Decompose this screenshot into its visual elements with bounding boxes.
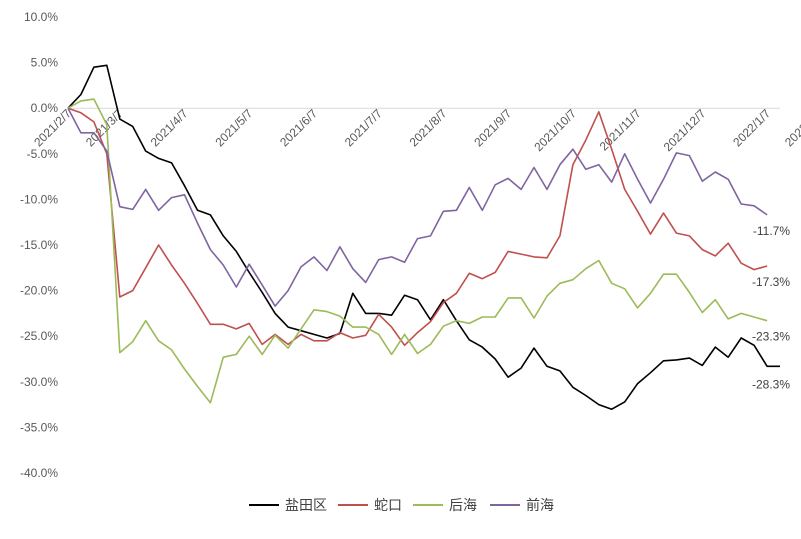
series-line-2 [67, 107, 768, 347]
y-tick-label: -15.0% [20, 238, 58, 252]
legend-label: 盐田区 [285, 497, 327, 513]
y-tick-label: -35.0% [20, 420, 58, 434]
x-tick-label: 2021/5/7 [212, 106, 255, 149]
end-value-label: -11.7% [753, 224, 790, 238]
series-line-3 [67, 98, 768, 404]
x-tick-label: 2021/10/7 [531, 106, 579, 154]
y-tick-label: -30.0% [20, 375, 58, 389]
x-tick-label: 2021/3/7 [83, 106, 126, 149]
end-value-label: -17.3% [752, 275, 790, 289]
x-axis: 2021/2/7 2021/3/7 2021/4/7 2021/5/7 2021/6/7… [31, 106, 801, 154]
x-tick-label: 2021/4/7 [148, 106, 191, 149]
y-tick-label: 10.0% [24, 10, 58, 24]
legend-label: 前海 [526, 497, 554, 513]
y-tick-label: -25.0% [20, 329, 58, 343]
y-tick-label: -40.0% [20, 466, 58, 480]
x-tick-label: 2021/7/7 [342, 106, 385, 149]
y-tick-label: 0.0% [31, 101, 59, 115]
legend-label: 蛇口 [374, 497, 402, 513]
y-axis: 10.0% 5.0% 0.0% -5.0% -10.0% -15.0% -20.0% -25.… [20, 10, 58, 480]
y-tick-label: -10.0% [20, 192, 58, 206]
y-tick-label: 5.0% [31, 56, 59, 70]
end-value-label: -28.3% [752, 377, 790, 391]
legend: 盐田区 蛇口 后海 前海 [249, 497, 554, 513]
x-tick-label: 2021/6/7 [277, 106, 320, 149]
y-tick-label: -5.0% [27, 147, 59, 161]
end-labels: -28.3% -17.3% -23.3% -11.7% [752, 224, 790, 391]
x-tick-label: 2022/1/7 [730, 106, 773, 149]
x-tick-label: 2021/8/7 [407, 106, 450, 149]
legend-label: 后海 [449, 497, 477, 513]
y-tick-label: -20.0% [20, 284, 58, 298]
x-tick-label: 2021/9/7 [471, 106, 514, 149]
end-value-label: -23.3% [752, 330, 790, 344]
x-tick-label: 2021/11/7 [597, 106, 644, 153]
series-line-4 [67, 107, 768, 307]
x-tick-label: 2022/2/7 [782, 106, 801, 149]
series-line-1 [67, 64, 780, 411]
x-tick-label: 2021/12/7 [661, 106, 709, 154]
plot-lines [67, 64, 780, 411]
